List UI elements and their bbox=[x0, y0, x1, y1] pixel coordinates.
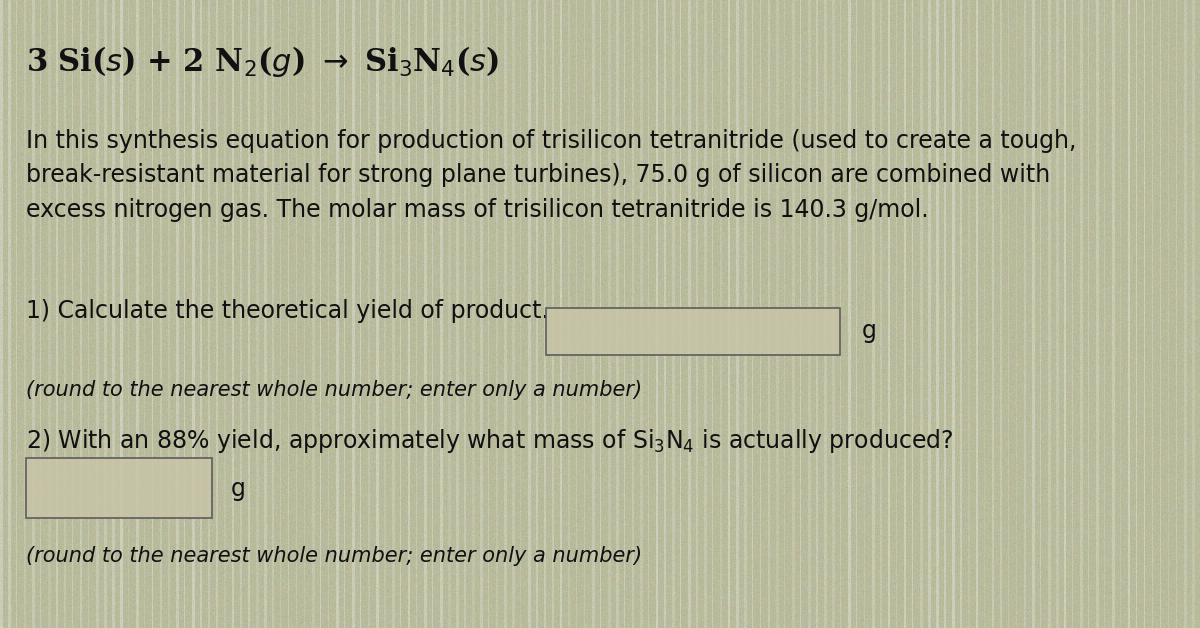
Text: g: g bbox=[862, 319, 876, 343]
FancyBboxPatch shape bbox=[546, 308, 840, 355]
Text: 2) With an 88% yield, approximately what mass of Si$_3$N$_4$ is actually produce: 2) With an 88% yield, approximately what… bbox=[26, 427, 954, 455]
Text: (round to the nearest whole number; enter only a number): (round to the nearest whole number; ente… bbox=[26, 380, 642, 400]
Text: In this synthesis equation for production of trisilicon tetranitride (used to cr: In this synthesis equation for productio… bbox=[26, 129, 1076, 222]
Text: (round to the nearest whole number; enter only a number): (round to the nearest whole number; ente… bbox=[26, 546, 642, 566]
Text: 1) Calculate the theoretical yield of product.: 1) Calculate the theoretical yield of pr… bbox=[26, 299, 550, 323]
Text: 3 Si($s$) + 2 N$_2$($g$) $\rightarrow$ Si$_3$N$_4$($s$): 3 Si($s$) + 2 N$_2$($g$) $\rightarrow$ S… bbox=[26, 44, 499, 79]
Text: g: g bbox=[230, 477, 245, 501]
FancyBboxPatch shape bbox=[26, 458, 212, 518]
